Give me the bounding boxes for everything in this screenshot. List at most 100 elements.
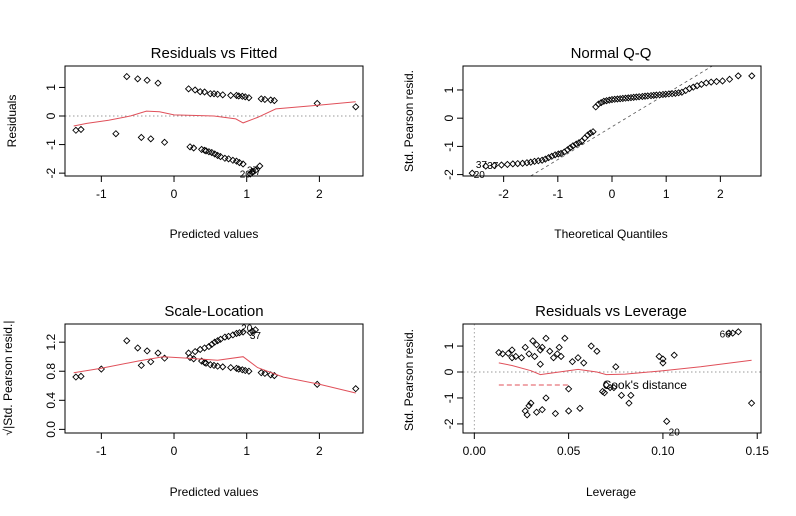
data-point xyxy=(551,151,559,159)
data-point xyxy=(517,354,526,362)
point-label: 20 xyxy=(241,324,253,335)
data-point xyxy=(718,77,727,85)
x-axis-label: Theoretical Quantiles xyxy=(554,227,667,241)
point-label: 37 xyxy=(250,331,262,342)
data-point xyxy=(72,126,80,134)
data-point xyxy=(542,394,550,402)
data-point xyxy=(549,354,558,362)
data-point xyxy=(611,95,619,103)
data-point xyxy=(232,329,241,338)
data-point xyxy=(527,158,535,166)
data-point xyxy=(77,125,85,134)
y-axis-label: Std. Pearson resid. xyxy=(402,70,416,172)
data-point xyxy=(245,94,253,102)
data-point xyxy=(261,95,269,104)
data-point xyxy=(527,399,535,407)
data-point xyxy=(216,152,225,161)
data-point xyxy=(561,334,569,342)
data-point xyxy=(261,369,269,378)
data-point xyxy=(256,162,264,170)
data-point xyxy=(729,329,737,337)
y-tick-label: 0.8 xyxy=(44,363,58,380)
data-point xyxy=(154,79,162,87)
data-point xyxy=(525,402,533,410)
x-axis-label: Predicted values xyxy=(170,485,259,499)
y-tick-label: 0.4 xyxy=(44,392,58,409)
data-point xyxy=(576,404,584,412)
data-point xyxy=(725,75,734,83)
point-label: 37 xyxy=(476,160,488,171)
data-point xyxy=(190,355,198,363)
y-axis-label: Residuals xyxy=(5,95,19,148)
data-point xyxy=(160,354,169,362)
panel-title: Scale-Location xyxy=(164,303,263,320)
data-point xyxy=(621,94,630,102)
data-point xyxy=(538,406,546,414)
data-point xyxy=(191,86,199,94)
data-point xyxy=(655,352,663,361)
data-point xyxy=(551,409,560,418)
y-axis-label: Std. Pearson resid. xyxy=(402,329,416,431)
data-point xyxy=(190,144,198,152)
data-point xyxy=(184,85,193,93)
point-label: 66 xyxy=(720,330,732,341)
data-point xyxy=(160,138,169,146)
x-tick-label: 0.10 xyxy=(651,444,675,458)
point-label: 20 xyxy=(669,428,681,439)
data-point xyxy=(647,91,655,100)
data-point xyxy=(544,154,553,162)
y-tick-label: 1 xyxy=(44,84,58,91)
data-point xyxy=(630,93,638,101)
data-point xyxy=(143,76,151,84)
data-point xyxy=(186,353,194,362)
y-tick-label: 0 xyxy=(442,368,456,375)
plot-frame xyxy=(462,323,762,434)
x-tick-label: 1 xyxy=(243,187,250,201)
data-point xyxy=(112,130,120,138)
y-tick-label: 0 xyxy=(44,112,58,119)
data-point xyxy=(616,95,624,103)
data-point xyxy=(617,391,626,400)
data-point xyxy=(564,385,573,393)
x-tick-label: -1 xyxy=(552,187,563,201)
point-label: 37 xyxy=(487,161,499,172)
panel-title: Residuals vs Fitted xyxy=(151,45,278,62)
data-point xyxy=(689,83,697,91)
data-point xyxy=(734,72,742,80)
data-point xyxy=(542,334,550,342)
data-point xyxy=(123,72,131,81)
data-point xyxy=(557,352,565,361)
y-tick-label: -2 xyxy=(442,169,456,180)
panel-residuals-vs-fitted: Residuals vs Fitted Predicted values Res… xyxy=(5,45,364,241)
data-point xyxy=(503,160,512,169)
data-point xyxy=(586,129,594,137)
data-point xyxy=(235,158,244,167)
data-point xyxy=(602,381,610,389)
point-label: 37 xyxy=(247,166,259,177)
data-point xyxy=(557,149,565,158)
data-point xyxy=(137,361,145,370)
data-point xyxy=(530,157,539,165)
x-tick-label: 1 xyxy=(663,187,670,201)
point-label: 37 xyxy=(250,167,262,178)
data-point xyxy=(546,347,554,355)
data-point xyxy=(208,340,216,348)
data-point xyxy=(638,92,646,101)
data-point xyxy=(239,160,247,168)
x-tick-label: 0.15 xyxy=(746,444,770,458)
y-tick-label: -2 xyxy=(44,167,58,178)
data-point xyxy=(707,78,715,86)
x-tick-label: 0 xyxy=(609,187,616,201)
data-point xyxy=(712,77,721,86)
data-point xyxy=(191,347,199,356)
data-point xyxy=(650,91,658,99)
data-point xyxy=(594,100,603,108)
point-label: 20 xyxy=(474,170,486,181)
data-point xyxy=(583,131,592,139)
data-point xyxy=(504,349,512,357)
data-point xyxy=(574,354,582,362)
data-point xyxy=(200,88,209,96)
data-point xyxy=(508,346,516,354)
data-point xyxy=(508,354,516,362)
